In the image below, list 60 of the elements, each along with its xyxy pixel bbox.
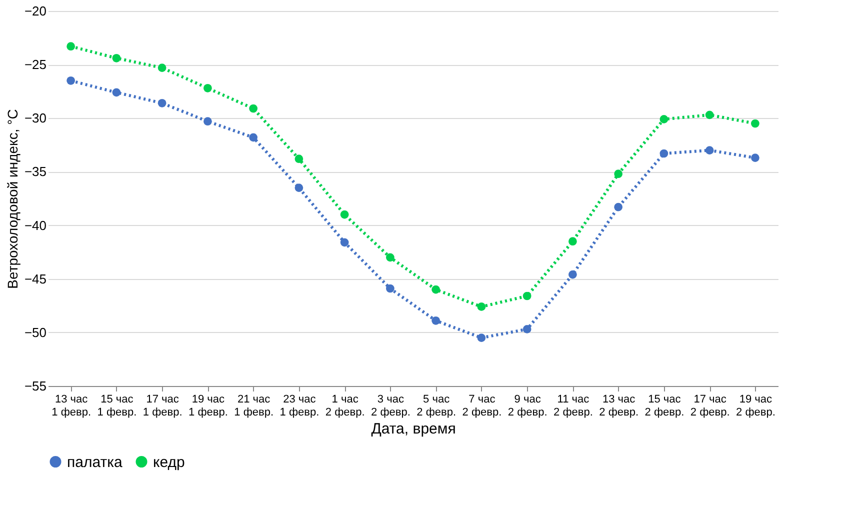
- point: [204, 117, 212, 126]
- x-tick-label: 3 час 2 февр.: [371, 394, 410, 418]
- point: [112, 88, 121, 97]
- point: [386, 253, 394, 262]
- point: [386, 284, 394, 293]
- x-tick-label: 15 час 2 февр.: [644, 394, 684, 418]
- point: [340, 238, 349, 247]
- point: [249, 104, 258, 113]
- point: [614, 202, 622, 212]
- x-tick-label: 9 час 2 февр.: [508, 394, 548, 418]
- point: [751, 154, 760, 162]
- point: [66, 42, 75, 51]
- x-tick-label: 23 час 1 февр.: [280, 394, 320, 418]
- x-tick-label: 17 час 1 февр.: [142, 394, 182, 418]
- y-tick-label: −25: [24, 57, 46, 72]
- legend-label: кедр: [153, 454, 185, 471]
- x-tick-label: 15 час 1 февр.: [97, 394, 137, 418]
- y-tick-label: −50: [24, 324, 46, 340]
- point: [568, 270, 577, 279]
- point: [158, 64, 166, 72]
- point: [432, 316, 440, 325]
- y-tick-label: −35: [24, 164, 46, 180]
- y-tick-label: −55: [24, 378, 46, 394]
- point: [249, 133, 258, 142]
- point: [522, 325, 532, 334]
- point: [522, 292, 532, 300]
- y-tick-label: −40: [24, 218, 46, 233]
- x-axis-title: Дата, время: [371, 420, 456, 438]
- point: [660, 149, 668, 158]
- x-tick-label: 13 час 1 февр.: [52, 394, 91, 418]
- x-tick-label: 11 час 2 февр.: [554, 394, 593, 418]
- x-tick-label: 21 час 1 февр.: [234, 394, 274, 418]
- point: [112, 54, 121, 62]
- x-tick-label: 1 час 2 февр.: [325, 394, 365, 418]
- y-tick-label: −20: [24, 4, 46, 18]
- point: [432, 285, 440, 294]
- point: [477, 302, 486, 311]
- point: [568, 237, 577, 246]
- point: [294, 184, 304, 192]
- point: [340, 210, 349, 219]
- legend-label: палатка: [67, 454, 123, 471]
- x-tick-label: 19 час 1 февр.: [188, 394, 228, 418]
- point: [705, 110, 714, 120]
- x-tick-label: 13 час 2 февр.: [599, 394, 638, 418]
- point: [614, 170, 622, 178]
- x-tick-label: 7 час 2 февр.: [462, 394, 502, 418]
- point: [705, 146, 714, 154]
- y-tick-label: −30: [24, 110, 46, 126]
- x-tick-label: 5 час 2 февр.: [416, 394, 456, 418]
- point: [158, 98, 166, 108]
- point: [477, 334, 486, 342]
- y-tick-label: −45: [24, 271, 46, 286]
- point: [751, 119, 760, 128]
- point: [66, 76, 75, 85]
- point: [660, 115, 668, 124]
- x-tick-label: 17 час 2 февр.: [690, 394, 730, 418]
- y-axis-title: Ветрохолодовой индекс, °C: [4, 109, 20, 289]
- point: [204, 84, 212, 92]
- x-tick-label: 19 час 2 февр.: [736, 394, 776, 418]
- point: [294, 154, 304, 164]
